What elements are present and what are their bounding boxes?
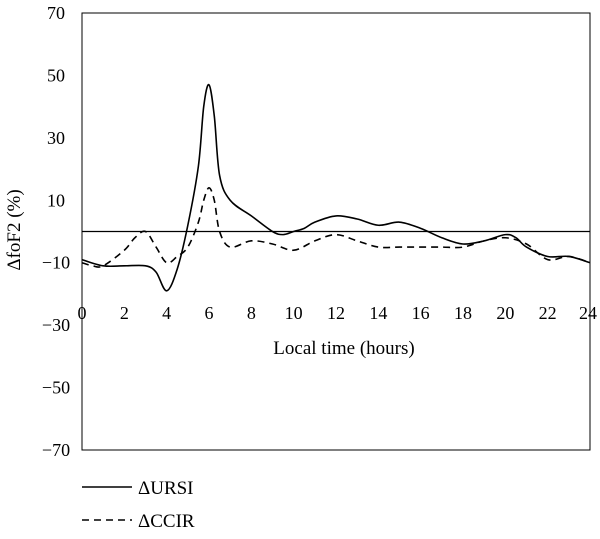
x-tick-label: 8 [247,303,256,323]
x-tick-label: 10 [285,303,303,323]
x-axis-label: Local time (hours) [273,338,414,359]
x-tick-label: 0 [78,303,87,323]
x-tick-label: 18 [454,303,472,323]
y-tick-label: −30 [42,315,70,335]
y-tick-labels: 70 50 30 10 −10 −30 −50 −70 [42,3,70,460]
x-tick-labels: 0 2 4 6 8 10 12 14 16 18 20 22 24 [78,303,598,323]
series-line [81,186,591,268]
y-tick-label: 50 [47,65,65,85]
x-tick-label: 12 [327,303,345,323]
legend: ΔURSI ΔCCIR [82,478,195,532]
y-tick-label: 30 [47,128,65,148]
y-tick-label: 10 [47,190,65,210]
x-tick-label: 6 [205,303,214,323]
y-tick-label: −70 [42,440,70,460]
x-tick-label: 4 [162,303,171,323]
y-tick-label: 70 [47,3,65,23]
x-tick-label: 24 [579,303,597,323]
x-tick-label: 2 [120,303,129,323]
x-tick-label: 14 [369,303,387,323]
y-tick-label: −50 [42,378,70,398]
x-tick-label: 16 [412,303,430,323]
legend-label: ΔCCIR [138,511,195,532]
x-tick-label: 20 [496,303,514,323]
series-group [81,83,591,292]
y-tick-label: −10 [42,253,70,273]
x-tick-label: 22 [539,303,557,323]
legend-label: ΔURSI [138,478,194,499]
y-axis-label: ΔfoF2 (%) [4,189,25,270]
series-line [81,83,591,292]
